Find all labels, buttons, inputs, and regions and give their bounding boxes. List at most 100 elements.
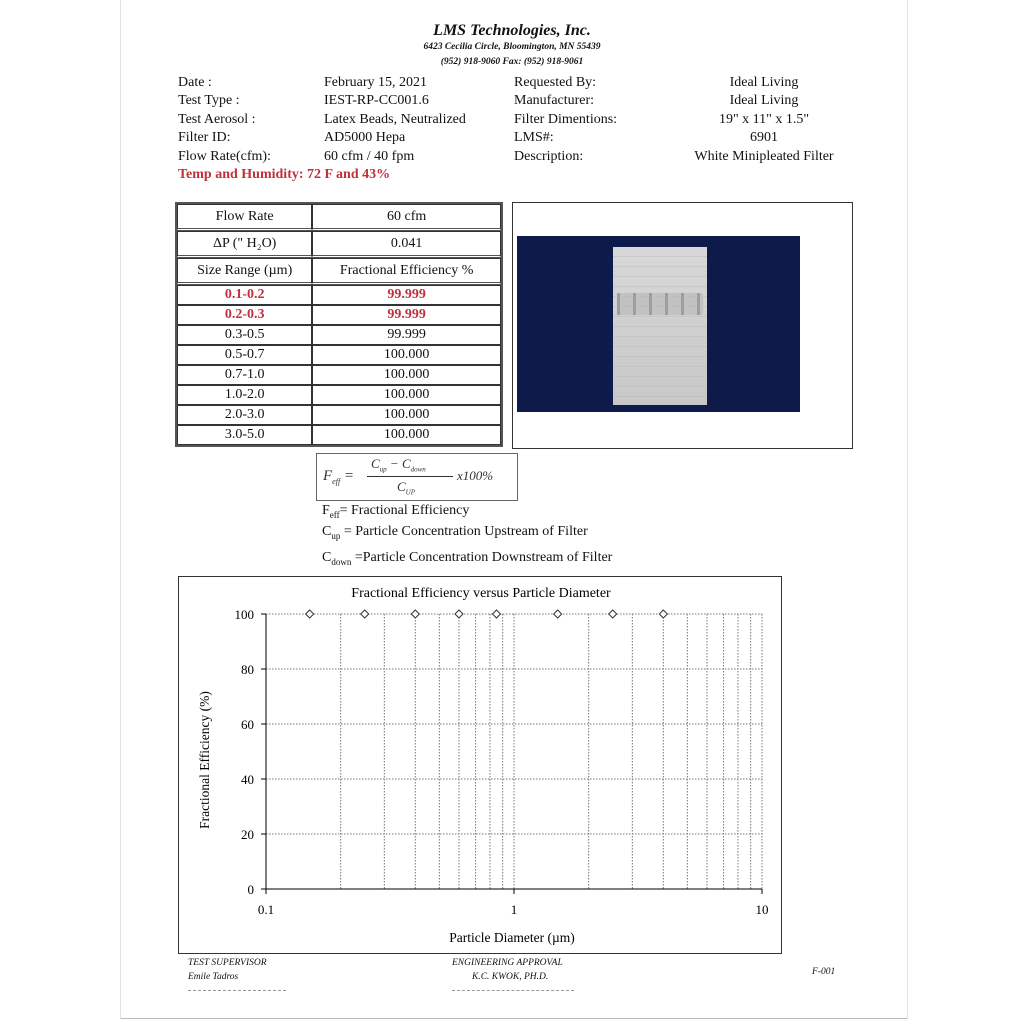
- info-value: White Minipleated Filter: [694, 148, 834, 164]
- legend-symbol: C: [322, 550, 332, 565]
- efficiency-cell: 99.999: [312, 325, 501, 345]
- data-point: [552, 609, 563, 619]
- company-phone: (952) 918-9060 Fax: (952) 918-9061: [440, 57, 584, 67]
- info-label: Manufacturer:: [514, 93, 595, 109]
- info-value: IEST-RP-CC001.6: [324, 93, 429, 109]
- legend-symbol: F: [322, 503, 330, 518]
- data-point: [454, 609, 464, 619]
- info-label: Filter ID:: [178, 130, 231, 146]
- size-range-cell: 3.0-5.0: [177, 425, 313, 445]
- info-label: Filter Dimentions:: [514, 111, 618, 127]
- company-address: 6423 Cecilia Circle, Bloomington, MN 554…: [423, 42, 601, 52]
- efficiency-formula: Feff = Cup − Cdown CUP x100%: [316, 453, 518, 501]
- size-range-cell: 2.0-3.0: [177, 405, 313, 425]
- info-value: Ideal Living: [729, 93, 799, 109]
- legend-text: = Fractional Efficiency: [339, 503, 470, 518]
- temp-label: Temp and Humidity:: [178, 167, 304, 182]
- supervisor-name: Emile Tadros: [188, 972, 239, 982]
- size-range-cell: 0.2-0.3: [177, 305, 313, 325]
- size-range-cell: 0.3-0.5: [177, 325, 313, 345]
- info-label: Date :: [178, 75, 212, 90]
- x-tick-label: 0.1: [258, 902, 274, 917]
- info-value: Latex Beads, Neutralized: [324, 111, 466, 127]
- legend-symbol: C: [322, 524, 332, 539]
- info-row: Description: White Minipleated Filter: [514, 148, 834, 166]
- info-label: Flow Rate(cfm):: [178, 148, 271, 164]
- efficiency-cell: 100.000: [312, 365, 501, 385]
- y-tick-label: 80: [241, 662, 254, 677]
- photo-frame: [512, 202, 853, 449]
- company-name: LMS Technologies, Inc.: [433, 22, 591, 39]
- table-row: 3.0-5.0 100.000: [177, 425, 501, 445]
- size-range-cell: 0.1-0.2: [177, 285, 313, 305]
- table-row: 0.2-0.3 99.999: [177, 305, 501, 325]
- x-tick-label: 1: [511, 902, 518, 917]
- data-point: [304, 609, 315, 619]
- flow-rate-label: Flow Rate: [177, 204, 313, 231]
- legend-text: = Particle Concentration Upstream of Fil…: [340, 524, 588, 539]
- table-row: 0.3-0.5 99.999: [177, 325, 501, 345]
- document-page: [120, 0, 908, 1019]
- data-point: [359, 609, 370, 619]
- legend-subscript: down: [331, 556, 352, 567]
- y-tick-label: 40: [241, 772, 254, 787]
- y-tick-label: 60: [241, 717, 254, 732]
- x-tick-label: 10: [756, 902, 769, 917]
- info-row: LMS#: 6901: [514, 129, 814, 147]
- info-row: Manufacturer: Ideal Living: [514, 92, 814, 110]
- info-label: Test Type :: [178, 93, 240, 109]
- pressure-drop-label: ΔP (" H₂O): [177, 231, 313, 258]
- data-point: [658, 609, 669, 619]
- efficiency-cell: 99.999: [312, 305, 501, 325]
- info-value: February 15, 2021: [324, 75, 428, 90]
- info-row: Date : February 15, 2021: [178, 74, 466, 92]
- info-row: Test Aerosol : Latex Beads, Neutralized: [178, 111, 466, 129]
- x-axis-label: Particle Diameter (µm): [449, 930, 574, 945]
- data-point: [607, 609, 618, 619]
- y-tick-label: 0: [248, 882, 255, 897]
- info-value: 6901: [750, 130, 778, 146]
- info-value: AD5000 Hepa: [324, 130, 406, 146]
- table-row: 0.1-0.2 99.999: [177, 285, 501, 305]
- size-range-cell: 0.5-0.7: [177, 345, 313, 365]
- info-row: Flow Rate(cfm): 60 cfm / 40 fpm: [178, 148, 466, 166]
- form-number: F-001: [812, 967, 836, 977]
- chart-frame: [178, 576, 782, 954]
- temp-value: 72 F and 43%: [307, 167, 391, 182]
- info-label: Test Aerosol :: [178, 111, 256, 127]
- efficiency-header: Fractional Efficiency %: [312, 258, 501, 285]
- size-range-cell: 0.7-1.0: [177, 365, 313, 385]
- legend-subscript: eff: [329, 509, 340, 520]
- info-value: 19" x 11" x 1.5": [718, 111, 810, 127]
- formula-legend-item: Cdown =Particle Concentration Downstream…: [322, 550, 612, 571]
- efficiency-cell: 100.000: [312, 425, 501, 445]
- chart-title: Fractional Efficiency versus Particle Di…: [351, 586, 611, 601]
- filter-image: [613, 247, 707, 405]
- y-tick-label: 20: [241, 827, 254, 842]
- table-row: 0.5-0.7 100.000: [177, 345, 501, 365]
- y-tick-label: 100: [235, 607, 255, 622]
- efficiency-cell: 100.000: [312, 385, 501, 405]
- table-row: 1.0-2.0 100.000: [177, 385, 501, 405]
- table-row: 0.7-1.0 100.000: [177, 365, 501, 385]
- info-row: Requested By: Ideal Living: [514, 74, 814, 92]
- size-range-header: Size Range (µm): [177, 258, 313, 285]
- info-label: Description:: [514, 148, 584, 164]
- temp-humidity: Temp and Humidity: 72 F and 43%: [178, 166, 390, 184]
- pressure-drop-value: 0.041: [312, 231, 501, 258]
- efficiency-cell: 99.999: [312, 285, 501, 305]
- legend-text: =Particle Concentration Downstream of Fi…: [351, 550, 613, 565]
- efficiency-cell: 100.000: [312, 345, 501, 365]
- data-point: [410, 609, 421, 619]
- formula-legend-item: Feff= Fractional Efficiency: [322, 503, 612, 524]
- supervisor-title: TEST SUPERVISOR: [188, 958, 267, 968]
- info-label: LMS#:: [514, 130, 554, 146]
- engineering-name: K.C. KWOK, PH.D.: [472, 972, 549, 982]
- size-range-cell: 1.0-2.0: [177, 385, 313, 405]
- data-point: [491, 609, 502, 619]
- results-table: Flow Rate 60 cfm ΔP (" H₂O) 0.041 Size Ran…: [175, 202, 503, 447]
- info-value: 60 cfm / 40 fpm: [324, 148, 415, 164]
- y-axis-label: Fractional Efficiency (%): [197, 691, 212, 829]
- table-row: 2.0-3.0 100.000: [177, 405, 501, 425]
